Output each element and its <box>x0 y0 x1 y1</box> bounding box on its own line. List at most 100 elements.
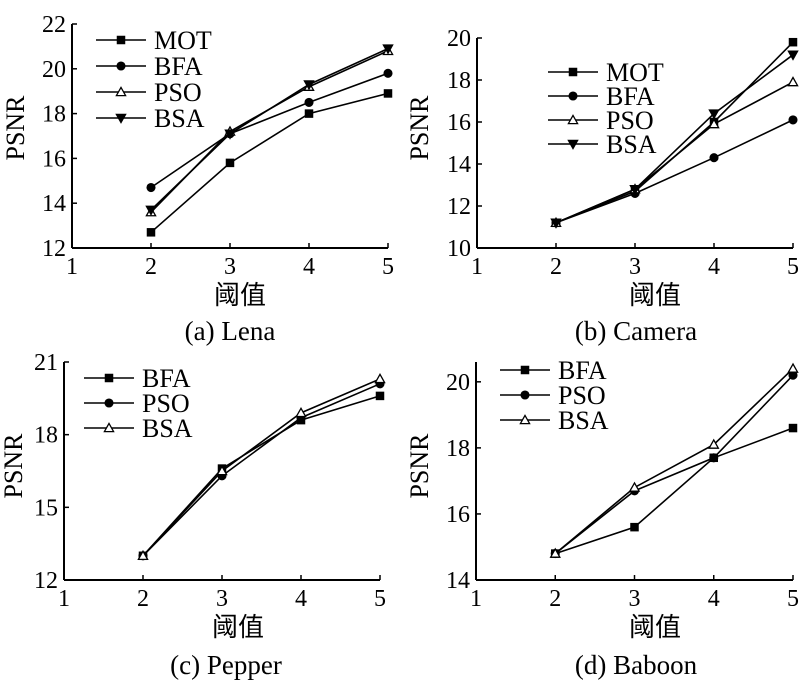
x-tick-label: 1 <box>471 254 483 280</box>
legend-entry-pso: PSO <box>500 381 606 410</box>
subplot-caption: (c) Pepper <box>170 650 282 680</box>
data-point-pso <box>708 118 720 129</box>
subplot-caption: (d) Baboon <box>575 650 698 680</box>
legend-entry-bfa: BFA <box>548 82 655 111</box>
series-bsa <box>549 362 799 558</box>
legend-label: BFA <box>606 82 655 111</box>
data-point-bsa <box>137 549 149 561</box>
y-tick-label: 18 <box>42 102 66 128</box>
series-line-bfa <box>554 427 794 555</box>
legend-label: PSO <box>142 389 190 418</box>
x-tick-label: 1 <box>470 586 482 612</box>
legend-marker <box>568 91 578 101</box>
series-bfa <box>551 423 798 558</box>
x-tick-label: 5 <box>382 254 394 280</box>
legend-marker <box>520 390 530 400</box>
y-tick-label: 20 <box>446 370 470 396</box>
legend-entry-bfa: BFA <box>84 364 191 393</box>
series-line-bsa <box>555 54 794 224</box>
data-point-mot <box>383 89 393 98</box>
data-point-bfa <box>788 115 798 125</box>
x-tick-label: 2 <box>550 254 562 280</box>
data-point-pso <box>709 453 719 463</box>
x-tick-label: 5 <box>787 586 799 612</box>
series-bfa <box>551 115 798 228</box>
series-line-pso <box>554 374 794 555</box>
legend-marker <box>519 414 531 425</box>
data-point-bfa <box>375 391 385 401</box>
data-point-bsa <box>787 362 799 373</box>
data-point-bsa <box>216 465 228 476</box>
x-tick-label: 3 <box>629 586 641 612</box>
x-axis-title: 阈值 <box>629 613 681 642</box>
legend-entry-mot: MOT <box>96 26 212 55</box>
y-tick-label: 12 <box>42 236 66 262</box>
legend-label: BSA <box>606 130 657 159</box>
y-axis-title: PSNR <box>0 433 28 499</box>
legend-marker <box>103 422 115 433</box>
legend-marker <box>568 67 578 77</box>
y-tick-label: 18 <box>446 436 470 462</box>
data-point-mot <box>788 37 798 47</box>
x-axis-title: 阈值 <box>629 281 681 310</box>
legend-label: BSA <box>142 414 193 443</box>
data-point-bsa <box>295 406 307 418</box>
legend-marker <box>116 61 126 71</box>
series-line-bsa <box>142 378 381 557</box>
legend-label: BSA <box>154 104 205 133</box>
x-tick-label: 2 <box>145 254 157 280</box>
x-tick-label: 4 <box>303 254 315 280</box>
legend-label: PSO <box>154 78 202 107</box>
data-point-bfa <box>709 153 719 163</box>
data-point-bsa <box>303 80 315 91</box>
legend-label: BSA <box>558 406 609 435</box>
legend-entry-mot: MOT <box>548 58 664 87</box>
legend-label: BFA <box>142 364 191 393</box>
legend-entry-bfa: BFA <box>96 52 203 81</box>
y-tick-label: 12 <box>447 194 471 220</box>
series-line-pso <box>142 383 381 557</box>
y-tick-label: 20 <box>447 26 471 52</box>
x-tick-label: 3 <box>629 254 641 280</box>
series-line-bfa <box>142 395 381 557</box>
y-tick-label: 20 <box>42 57 66 83</box>
series-line-bsa <box>554 368 794 555</box>
data-point-mot <box>225 158 235 168</box>
legend-entry-pso: PSO <box>548 106 654 135</box>
legend-entry-bfa: BFA <box>500 356 607 385</box>
legend-label: MOT <box>154 26 212 55</box>
data-point-bsa <box>382 44 394 55</box>
x-axis-title: 阈值 <box>214 281 266 310</box>
data-point-bfa <box>630 522 639 532</box>
legend-label: PSO <box>606 106 654 135</box>
x-tick-label: 4 <box>295 586 307 612</box>
series-line-bsa <box>150 47 389 211</box>
y-tick-label: 12 <box>34 568 58 594</box>
data-point-mot <box>304 109 314 118</box>
x-tick-label: 4 <box>708 254 720 280</box>
legend-label: BFA <box>154 52 203 81</box>
legend-marker <box>104 373 114 383</box>
x-tick-label: 1 <box>66 254 78 280</box>
y-tick-label: 22 <box>42 12 66 38</box>
data-point-bsa <box>549 547 561 558</box>
y-tick-label: 10 <box>447 236 471 262</box>
legend-entry-pso: PSO <box>84 389 190 418</box>
y-tick-label: 18 <box>447 68 471 94</box>
legend-marker <box>115 113 127 124</box>
y-axis-title: PSNR <box>405 433 434 499</box>
legend-marker <box>520 365 530 375</box>
subplot-caption: (b) Camera <box>575 316 697 346</box>
legend-entry-bsa: BSA <box>96 104 205 133</box>
legend-marker <box>104 398 114 408</box>
x-tick-label: 5 <box>374 586 386 612</box>
series-bsa <box>137 373 386 561</box>
series-bsa <box>145 44 394 216</box>
data-point-bsa <box>550 218 562 229</box>
y-tick-label: 15 <box>34 495 58 521</box>
legend-marker <box>116 35 126 45</box>
